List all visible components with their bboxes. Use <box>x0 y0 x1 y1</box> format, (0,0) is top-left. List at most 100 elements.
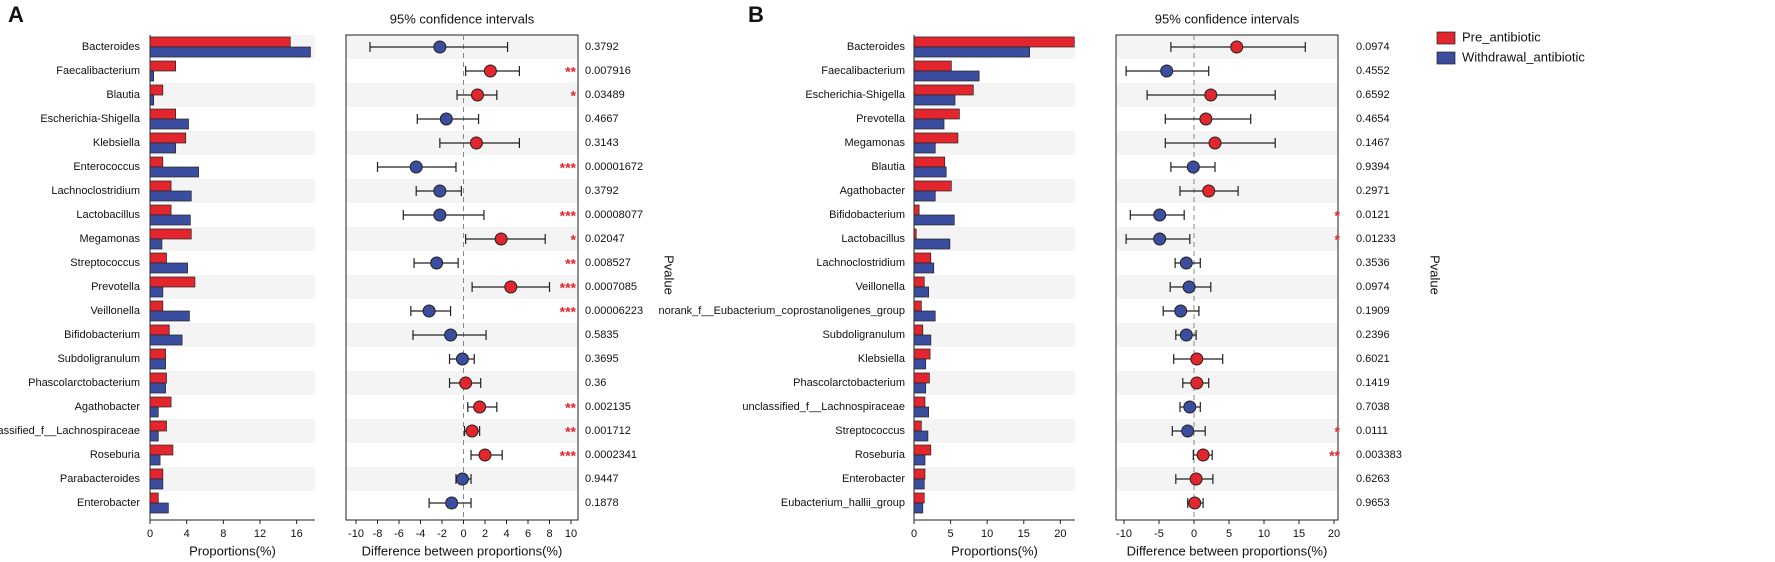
bar <box>913 300 922 312</box>
row-stripe <box>914 371 1075 395</box>
p-value: 0.00008077 <box>585 209 643 221</box>
category-label: Faecalibacterium <box>821 65 905 77</box>
p-value: 0.3695 <box>585 353 619 365</box>
category-label: Escherichia-Shigella <box>40 113 141 125</box>
bar <box>913 238 951 250</box>
p-value: 0.3792 <box>585 185 619 197</box>
difference-marker <box>433 40 447 54</box>
x-tick-label: 10 <box>1258 528 1270 540</box>
bar <box>149 214 191 226</box>
difference-marker <box>469 136 483 150</box>
p-value: 0.1878 <box>585 497 619 509</box>
p-value: 0.1467 <box>1356 137 1390 149</box>
p-value: 0.9394 <box>1356 161 1390 173</box>
ci-title: 95% confidence intervals <box>390 11 535 26</box>
x-axis-label: Difference between proportions(%) <box>362 543 563 558</box>
difference-marker <box>1190 376 1204 390</box>
p-value: 0.0111 <box>1356 425 1388 437</box>
bar <box>149 300 164 312</box>
difference-marker <box>433 208 447 222</box>
difference-marker <box>1153 208 1167 222</box>
bar <box>913 492 925 504</box>
x-axis-label: Proportions(%) <box>189 543 276 558</box>
difference-marker <box>1174 304 1188 318</box>
category-label: unclassified_f__Lachnospiraceae <box>0 425 140 437</box>
difference-marker <box>470 88 484 102</box>
category-label: Agathobacter <box>840 185 906 197</box>
category-label: Klebsiella <box>858 353 906 365</box>
bar <box>149 180 172 192</box>
bar <box>913 334 932 346</box>
category-label: Eubacterium_hallii_group <box>781 497 905 509</box>
bar <box>913 46 1030 58</box>
bar <box>149 372 167 384</box>
difference-marker <box>1208 136 1222 150</box>
category-label: Lactobacillus <box>76 209 140 221</box>
bar <box>913 156 946 168</box>
significance: * <box>1335 232 1341 248</box>
p-value: 0.1419 <box>1356 377 1390 389</box>
p-value: 0.9653 <box>1356 497 1390 509</box>
bar <box>913 454 926 466</box>
category-label: Streptococcus <box>70 257 140 269</box>
ci-title: 95% confidence intervals <box>1155 11 1300 26</box>
bar <box>913 372 930 384</box>
row-stripe <box>914 323 1075 347</box>
row-stripe <box>346 179 578 203</box>
p-value: 0.9447 <box>585 473 619 485</box>
category-label: Prevotella <box>856 113 906 125</box>
bar <box>149 468 164 480</box>
category-label: Veillonella <box>90 305 140 317</box>
x-tick-label: 5 <box>1226 528 1232 540</box>
p-value: 0.3143 <box>585 137 619 149</box>
legend-label: Pre_antibiotic <box>1462 29 1541 44</box>
x-tick-label: 15 <box>1293 528 1305 540</box>
bar <box>149 60 177 72</box>
bar <box>913 276 925 288</box>
difference-marker <box>459 376 473 390</box>
difference-marker <box>494 232 508 246</box>
category-label: Megamonas <box>79 233 140 245</box>
bar <box>913 118 945 130</box>
difference-marker <box>504 280 518 294</box>
bar <box>149 334 183 346</box>
p-value: 0.2971 <box>1356 185 1390 197</box>
bar <box>149 238 163 250</box>
x-tick-label: 15 <box>1018 528 1030 540</box>
bar <box>149 252 167 264</box>
bar <box>149 262 188 274</box>
category-label: Enterobacter <box>842 473 905 485</box>
bar <box>913 204 920 216</box>
p-value: 0.0121 <box>1356 209 1390 221</box>
bar <box>149 502 169 514</box>
x-tick-label: -5 <box>1154 528 1164 540</box>
x-tick-label: 6 <box>525 528 531 540</box>
bar <box>913 36 1075 48</box>
p-value: 0.6592 <box>1356 89 1390 101</box>
bar <box>149 430 159 442</box>
difference-marker <box>1230 40 1244 54</box>
bar <box>913 310 936 322</box>
bar <box>149 420 167 432</box>
row-stripe <box>914 467 1075 491</box>
category-label: Prevotella <box>91 281 141 293</box>
x-tick-label: 10 <box>981 528 993 540</box>
difference-marker <box>1190 352 1204 366</box>
category-label: Subdoligranulum <box>57 353 140 365</box>
category-label: Blautia <box>106 89 141 101</box>
bar <box>913 180 952 192</box>
pvalue-axis-label: Pvalue <box>1428 255 1443 295</box>
significance: *** <box>560 160 577 176</box>
x-tick-label: 4 <box>503 528 509 540</box>
significance: * <box>1335 424 1341 440</box>
p-value: 0.008527 <box>585 257 631 269</box>
bar <box>149 324 170 336</box>
x-tick-label: -4 <box>416 528 426 540</box>
p-value: 0.0974 <box>1356 281 1390 293</box>
bar <box>149 492 159 504</box>
category-label: Lactobacillus <box>841 233 905 245</box>
p-value: 0.6021 <box>1356 353 1390 365</box>
row-stripe <box>346 419 578 443</box>
bar <box>149 276 196 288</box>
